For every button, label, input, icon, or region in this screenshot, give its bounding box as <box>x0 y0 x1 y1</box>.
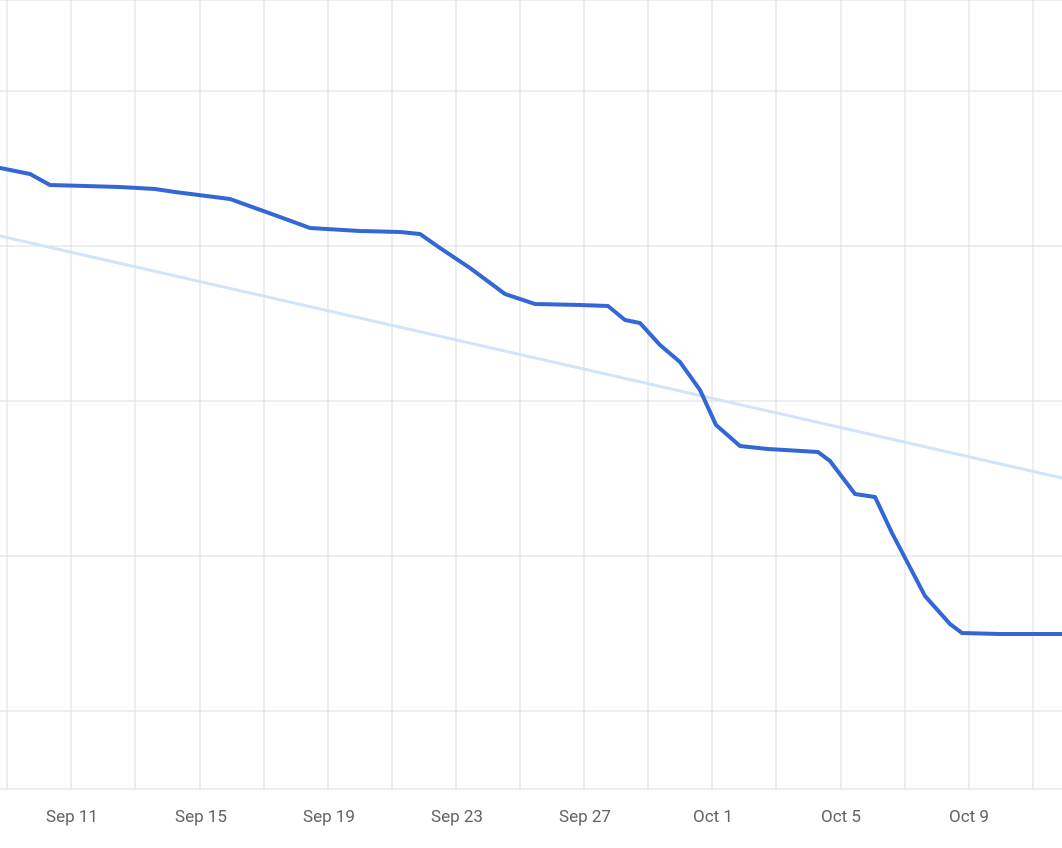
x-axis-label: Oct 9 <box>949 807 989 827</box>
x-axis-label: Sep 27 <box>559 807 611 827</box>
x-axis-label: Sep 19 <box>303 807 355 827</box>
x-axis-label: Sep 11 <box>46 807 98 827</box>
x-axis-label: Sep 23 <box>431 807 483 827</box>
chart-background <box>0 0 1062 848</box>
chart-svg: Sep 11 Sep 15 Sep 19 Sep 23 Sep 27 Oct 1 Oct 5… <box>0 0 1062 848</box>
x-axis-label: Sep 15 <box>175 807 227 827</box>
x-axis-label: Oct 5 <box>821 807 861 827</box>
burndown-chart: Sep 11 Sep 15 Sep 19 Sep 23 Sep 27 Oct 1 Oct 5… <box>0 0 1062 848</box>
x-axis-label: Oct 1 <box>693 807 733 827</box>
